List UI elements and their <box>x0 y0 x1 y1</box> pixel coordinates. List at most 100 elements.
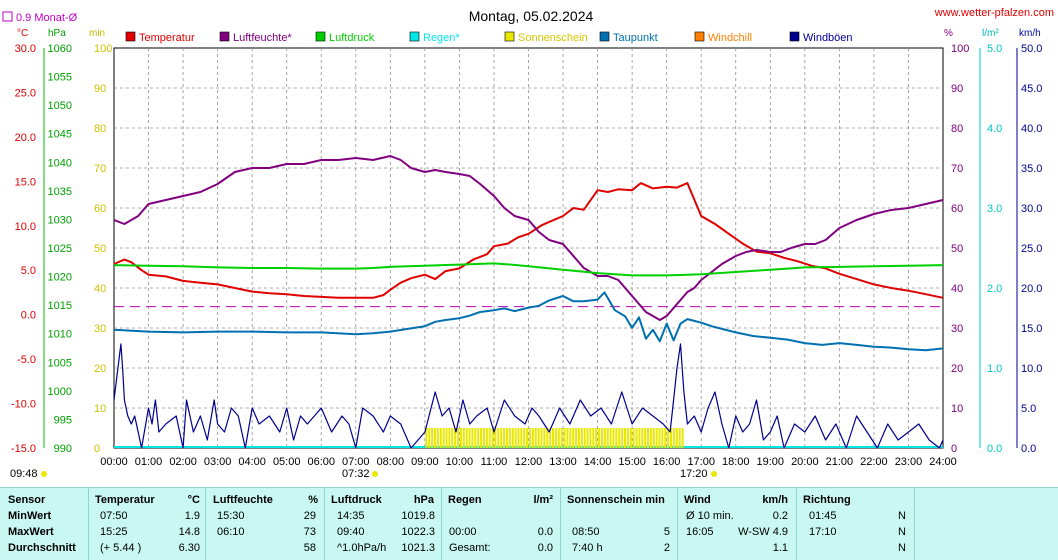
table-cell: 15:25 <box>100 526 128 538</box>
series-luftdruck-line <box>113 262 944 277</box>
sunshine-bar <box>442 428 445 448</box>
sunshine-bar <box>580 428 583 448</box>
table-cell: 00:00 <box>449 526 477 538</box>
sunshine-bar <box>572 428 575 448</box>
sunshine-bar <box>459 428 462 448</box>
site-link[interactable]: www.wetter-pfalzen.com <box>934 7 1054 19</box>
table-cell: 6.30 <box>178 542 200 554</box>
sunshine-bar <box>658 428 661 448</box>
month-avg-label: 0.9 Monat-Ø <box>16 12 78 24</box>
sunrise-label: 07:32 <box>342 468 370 480</box>
press-axis-tick: 1020 <box>48 272 72 284</box>
legend-label: Sonnenschein <box>518 32 588 44</box>
table-cell: 14.8 <box>178 526 200 538</box>
press-axis-tick: 1000 <box>48 386 72 398</box>
sunshine-bar <box>675 428 678 448</box>
press-axis-tick: 1030 <box>48 214 72 226</box>
sunshine-bar <box>612 428 615 448</box>
table-cell: 15:30 <box>217 510 245 522</box>
wind-axis-tick: 20.0 <box>1021 283 1042 295</box>
x-axis-tick: 22:00 <box>860 456 888 468</box>
x-axis-tick: 02:00 <box>169 456 197 468</box>
table-header: Sensor <box>8 494 46 506</box>
sunshine-bar <box>554 428 557 448</box>
sunshine-bar <box>477 428 480 448</box>
sunshine-bar <box>537 428 540 448</box>
sunshine-bar <box>681 428 684 448</box>
x-axis-tick: 20:00 <box>791 456 819 468</box>
table-cell: 0.2 <box>772 510 788 522</box>
sunshine-bar <box>534 428 537 448</box>
series-luftfeuchte-line <box>113 155 944 321</box>
unit-temp: °C <box>17 28 28 39</box>
sunshine-bar <box>577 428 580 448</box>
sunshine-bar <box>457 428 460 448</box>
pct-axis-tick: 40 <box>951 283 963 295</box>
table-cell: N <box>898 542 906 554</box>
pct-axis-tick: 0 <box>951 443 957 455</box>
temp-axis-tick: 30.0 <box>15 43 36 55</box>
press-axis-tick: 990 <box>54 443 72 455</box>
sunshine-bar <box>632 428 635 448</box>
sunshine-bar <box>514 428 517 448</box>
sunshine-bar <box>649 428 652 448</box>
col-divider <box>914 488 915 560</box>
sunshine-bar <box>615 428 618 448</box>
min-axis-tick: 40 <box>94 283 106 295</box>
col-divider <box>88 488 89 560</box>
min-axis-tick: 50 <box>94 243 106 255</box>
sunshine-bar <box>454 428 457 448</box>
table-cell: 14:35 <box>337 510 365 522</box>
x-axis-tick: 05:00 <box>273 456 301 468</box>
table-cell: 17:10 <box>809 526 837 538</box>
x-axis-tick: 03:00 <box>204 456 232 468</box>
wind-axis-tick: 0.0 <box>1021 443 1036 455</box>
grid <box>113 47 944 449</box>
col-divider <box>205 488 206 560</box>
sunshine-bar <box>592 428 595 448</box>
sunshine-bar <box>678 428 681 448</box>
legend-label: Regen* <box>423 32 460 44</box>
temp-axis-tick: -10.0 <box>11 399 36 411</box>
sunshine-bar <box>482 428 485 448</box>
min-axis-tick: 70 <box>94 163 106 175</box>
table-header: Luftfeuchte <box>213 494 273 506</box>
legend-swatch <box>219 31 230 42</box>
chart-title: Montag, 05.02.2024 <box>469 8 594 24</box>
sunshine-bar <box>465 428 468 448</box>
table-header: Regen <box>448 494 482 506</box>
sunshine-bar <box>569 428 572 448</box>
table-cell: 5 <box>663 526 670 538</box>
table-cell: 0.0 <box>537 526 553 538</box>
col-divider <box>560 488 561 560</box>
sunshine-bar <box>434 428 437 448</box>
table-cell: 08:50 <box>572 526 600 538</box>
wind-axis-tick: 40.0 <box>1021 123 1042 135</box>
table-cell: 01:45 <box>809 510 837 522</box>
pct-axis-tick: 20 <box>951 363 963 375</box>
sunshine-bar <box>652 428 655 448</box>
table-cell: 1.9 <box>184 510 200 522</box>
x-axis-tick: 16:00 <box>653 456 681 468</box>
rain-axis-tick: 4.0 <box>987 123 1002 135</box>
sunshine-bar <box>546 428 549 448</box>
sunshine-bar <box>626 428 629 448</box>
pct-axis-tick: 90 <box>951 83 963 95</box>
sunshine-bar <box>672 428 675 448</box>
table-header: Temperatur <box>95 494 155 506</box>
table-cell: 09:40 <box>337 526 365 538</box>
x-axis-tick: 14:00 <box>584 456 612 468</box>
sunshine-bar <box>474 428 477 448</box>
table-cell: 0.0 <box>537 542 553 554</box>
press-axis-tick: 1040 <box>48 157 72 169</box>
sunshine-bar <box>638 428 641 448</box>
sunset-sun-icon <box>711 471 717 477</box>
table-cell: 1022.3 <box>401 526 435 538</box>
temp-axis-tick: -15.0 <box>11 443 36 455</box>
sunshine-bar <box>431 428 434 448</box>
sunshine-bar <box>471 428 474 448</box>
min-axis-tick: 100 <box>94 43 112 55</box>
table-header: l/m² <box>533 494 553 506</box>
legend-swatch <box>409 31 420 42</box>
sunshine-bar <box>598 428 601 448</box>
